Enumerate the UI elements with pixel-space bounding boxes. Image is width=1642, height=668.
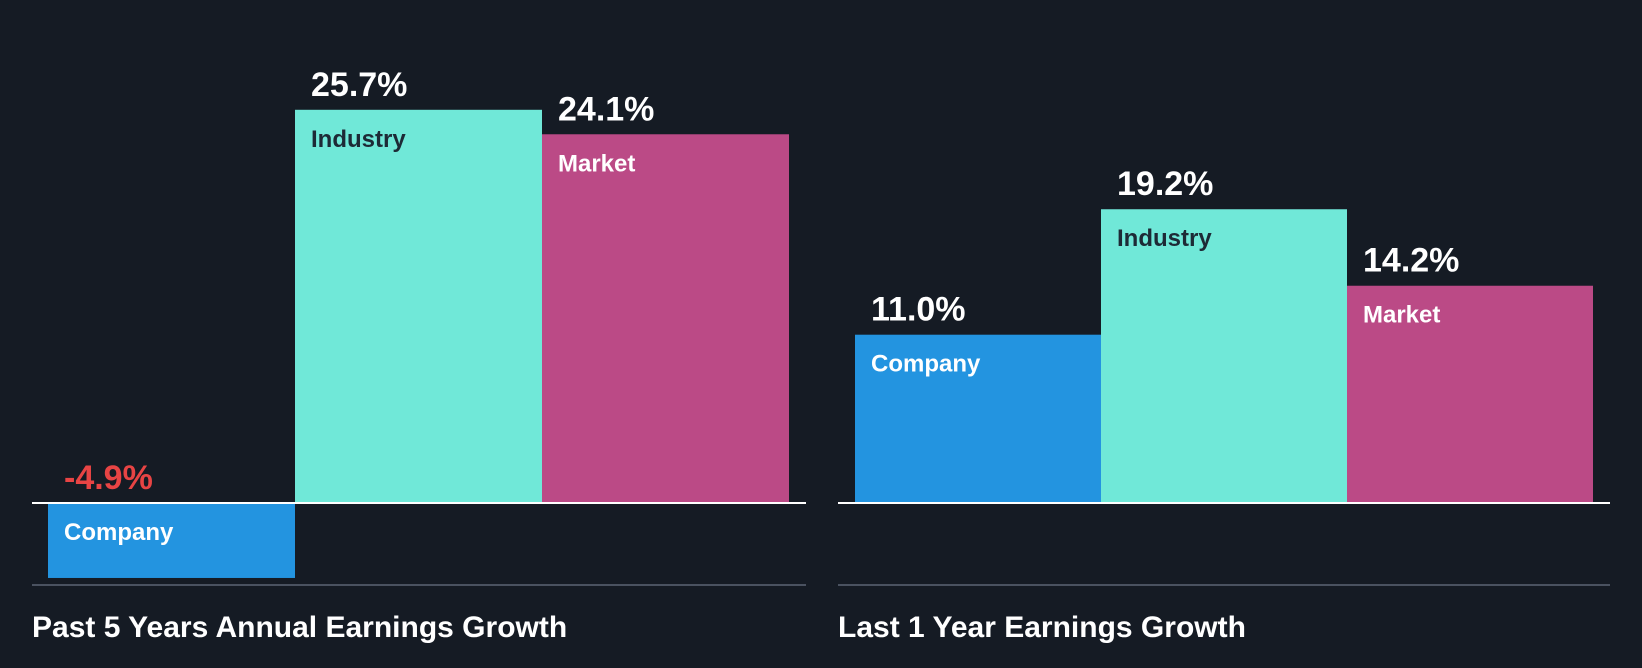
value-label-market: 14.2% [1363, 242, 1459, 280]
category-label-industry: Industry [1117, 225, 1212, 252]
category-label-market: Market [558, 150, 635, 177]
panel-last-1-year: 11.0% Company 19.2% Industry 14.2% Market Last… [838, 165, 1610, 644]
value-label-company: 11.0% [871, 291, 966, 329]
bar-market [1347, 285, 1593, 503]
bar-industry [295, 109, 542, 503]
value-label-market: 24.1% [558, 90, 654, 128]
chart-title: Last 1 Year Earnings Growth [838, 611, 1246, 644]
category-label-company: Company [64, 519, 174, 546]
category-label-industry: Industry [311, 126, 406, 153]
value-label-industry: 25.7% [311, 66, 407, 104]
bar-company [48, 503, 295, 578]
category-label-market: Market [1363, 302, 1440, 329]
bar-company [855, 334, 1101, 503]
chart-title: Past 5 Years Annual Earnings Growth [32, 611, 567, 644]
bar-industry [1101, 209, 1347, 504]
value-label-company: -4.9% [64, 459, 153, 497]
category-label-company: Company [871, 351, 981, 378]
panel-past-5-years: -4.9% Company 25.7% Industry 24.1% Market Past… [32, 66, 806, 644]
bar-market [542, 134, 789, 503]
value-label-industry: 19.2% [1117, 165, 1213, 203]
